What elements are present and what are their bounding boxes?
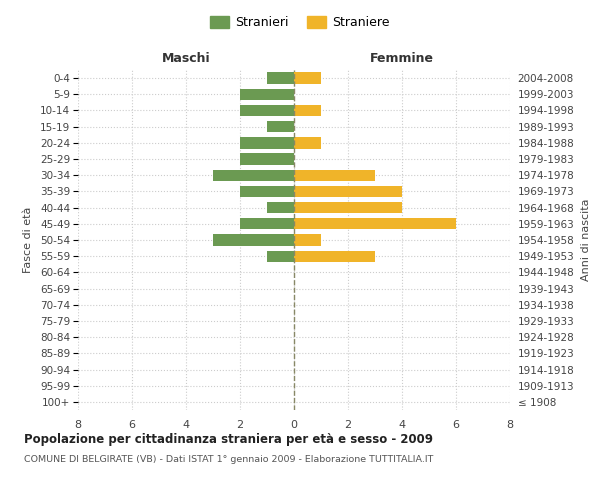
Text: Maschi: Maschi: [161, 52, 211, 65]
Bar: [240, 88, 294, 100]
Bar: [294, 137, 321, 148]
Bar: [240, 137, 294, 148]
Bar: [267, 202, 294, 213]
Bar: [213, 170, 294, 181]
Text: Femmine: Femmine: [370, 52, 434, 65]
Bar: [294, 250, 375, 262]
Text: COMUNE DI BELGIRATE (VB) - Dati ISTAT 1° gennaio 2009 - Elaborazione TUTTITALIA.: COMUNE DI BELGIRATE (VB) - Dati ISTAT 1°…: [24, 456, 433, 464]
Bar: [240, 154, 294, 164]
Bar: [294, 170, 375, 181]
Bar: [240, 218, 294, 230]
Y-axis label: Fasce di età: Fasce di età: [23, 207, 33, 273]
Y-axis label: Anni di nascita: Anni di nascita: [581, 198, 592, 281]
Bar: [294, 218, 456, 230]
Bar: [294, 234, 321, 246]
Bar: [240, 105, 294, 116]
Bar: [240, 186, 294, 197]
Bar: [294, 186, 402, 197]
Legend: Stranieri, Straniere: Stranieri, Straniere: [205, 11, 395, 34]
Bar: [294, 105, 321, 116]
Bar: [294, 202, 402, 213]
Bar: [213, 234, 294, 246]
Bar: [267, 72, 294, 84]
Bar: [294, 72, 321, 84]
Bar: [267, 250, 294, 262]
Bar: [267, 121, 294, 132]
Text: Popolazione per cittadinanza straniera per età e sesso - 2009: Popolazione per cittadinanza straniera p…: [24, 432, 433, 446]
